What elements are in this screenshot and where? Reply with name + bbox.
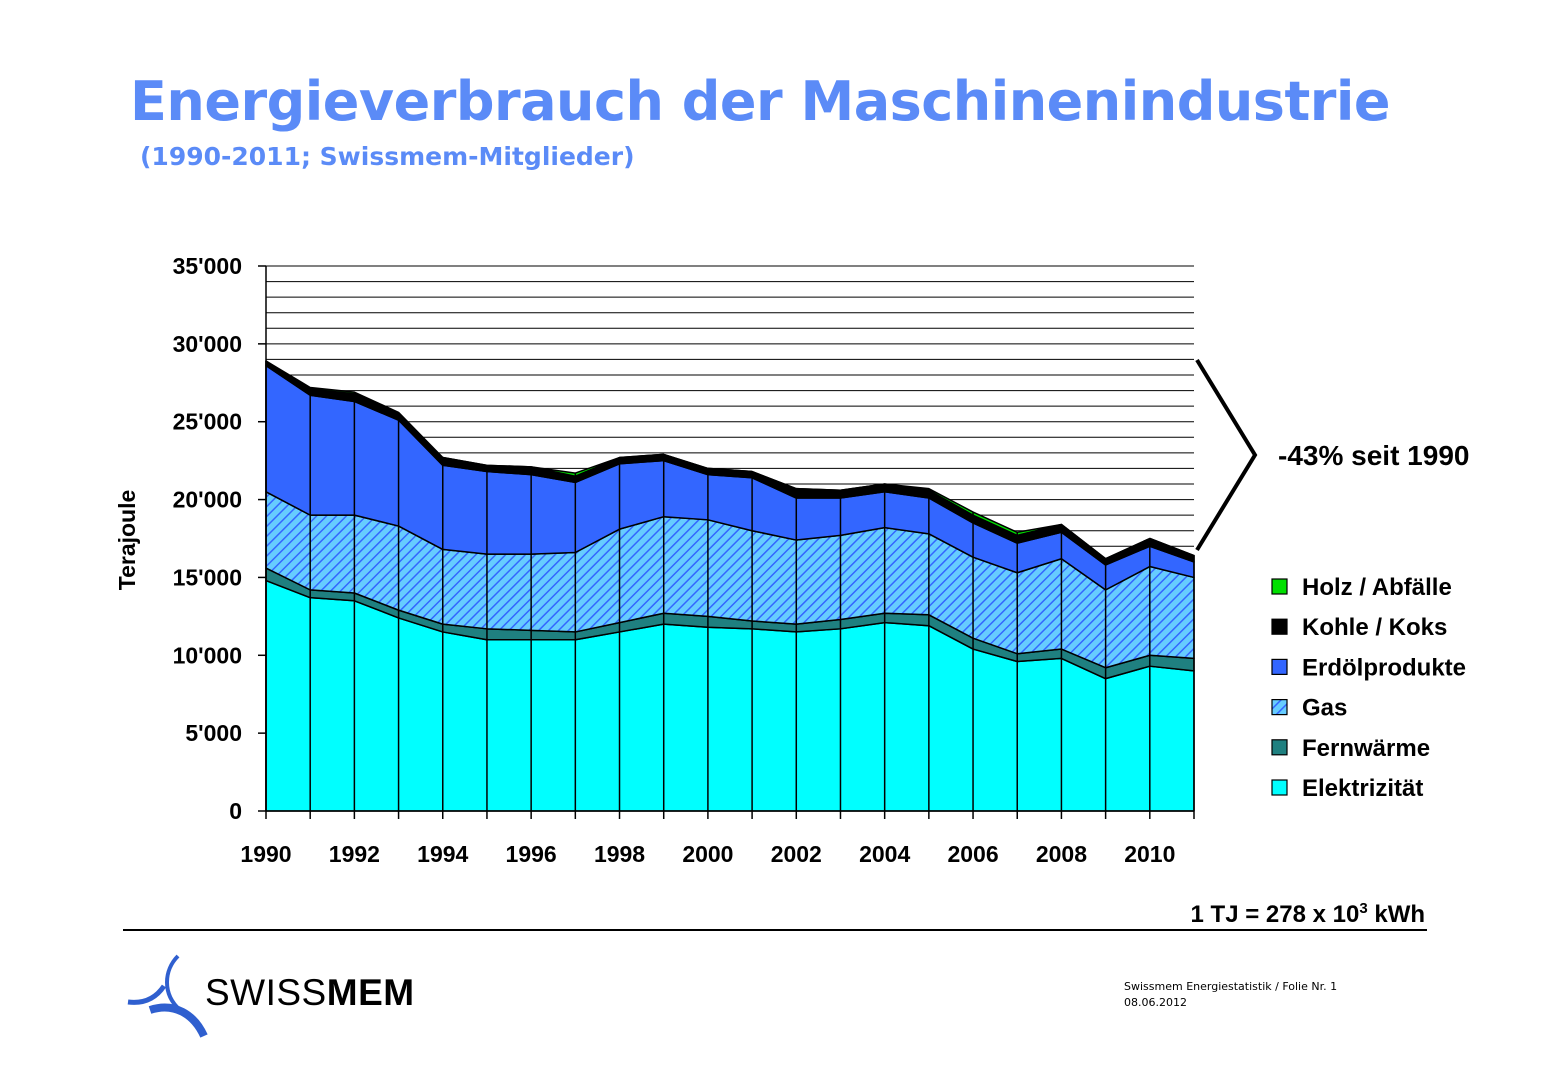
swissmem-logo-icon [127, 954, 208, 1038]
conversion-suffix: kWh [1367, 901, 1425, 928]
y-tick-label: 10'000 [173, 642, 242, 668]
legend-label-fernwarme: Fernwärme [1302, 735, 1430, 762]
legend-swatch-erdolprodukte [1271, 658, 1288, 676]
x-tick-label: 2000 [682, 841, 733, 867]
x-tick-label: 1990 [240, 841, 291, 867]
x-tick-labels: 1990 1992 1994 1996 1998 2000 2002 2004 2006 2008… [240, 841, 1175, 867]
y-tick-label: 25'000 [173, 409, 242, 435]
footer-divider [123, 929, 1427, 931]
legend-swatch-gas [1271, 698, 1288, 716]
x-tick-label: 2010 [1124, 841, 1175, 867]
x-tick-label: 2006 [947, 841, 998, 867]
y-tick-label: 30'000 [173, 331, 242, 357]
reduction-bracket [1195, 358, 1258, 552]
legend-label-erdolprodukte: Erdölprodukte [1302, 654, 1466, 681]
y-tick-label: 0 [229, 798, 242, 824]
x-tick-label: 1996 [506, 841, 557, 867]
x-tick-label: 1992 [329, 841, 380, 867]
legend-swatch-fernwarme [1271, 739, 1288, 756]
unit-conversion-note: 1 TJ = 278 x 103 kWh [1191, 900, 1425, 929]
y-tick-label: 15'000 [173, 564, 242, 590]
legend-label-gas: Gas [1302, 695, 1347, 722]
legend-swatch-elektrizitat [1271, 779, 1288, 796]
x-tick-label: 2002 [771, 841, 822, 867]
reduction-annotation: -43% seit 1990 [1278, 440, 1469, 471]
legend-swatch-holz-abfalle [1271, 578, 1288, 595]
logo-wordmark: SWISSMEM [205, 972, 415, 1014]
x-tick-label: 2008 [1036, 841, 1087, 867]
slide-subtitle: (1990-2011; Swissmem-Mitglieder) [140, 142, 635, 171]
y-tick-labels: 0 5'000 10'000 15'000 20'000 25'000 30'000 35'0… [173, 253, 242, 824]
footer-info: Swissmem Energiestatistik / Folie Nr. 1 … [1124, 979, 1337, 1011]
y-tick-label: 35'000 [173, 253, 242, 279]
legend-label-elektrizitat: Elektrizität [1302, 775, 1423, 802]
y-axis-label: Terajoule [114, 490, 140, 591]
y-tick-label: 5'000 [185, 720, 242, 746]
conversion-prefix: 1 TJ = 278 x 10 [1190, 901, 1360, 928]
x-tick-label: 1994 [417, 841, 468, 867]
legend-label-kohle-koks: Kohle / Koks [1302, 614, 1447, 641]
slide-title: Energieverbrauch der Maschinenindustrie [130, 70, 1391, 133]
x-tick-label: 2004 [859, 841, 910, 867]
logo-wordmark-regular: SWISS [205, 972, 327, 1013]
year-divider-lines [265, 360, 1195, 811]
legend-swatch-kohle-koks [1271, 618, 1288, 635]
x-tick-label: 1998 [594, 841, 645, 867]
conversion-exponent: 3 [1359, 900, 1368, 917]
legend: Holz / Abfälle Kohle / Koks Erdölprodukte G… [1271, 574, 1466, 802]
axes [258, 265, 1195, 819]
footer-line-1: Swissmem Energiestatistik / Folie Nr. 1 [1124, 980, 1338, 993]
series-areas [265, 360, 1195, 812]
logo-wordmark-bold: MEM [326, 972, 415, 1013]
y-tick-label: 20'000 [173, 487, 242, 513]
footer-line-2: 08.06.2012 [1124, 996, 1187, 1009]
legend-label-holz-abfalle: Holz / Abfälle [1302, 574, 1452, 601]
